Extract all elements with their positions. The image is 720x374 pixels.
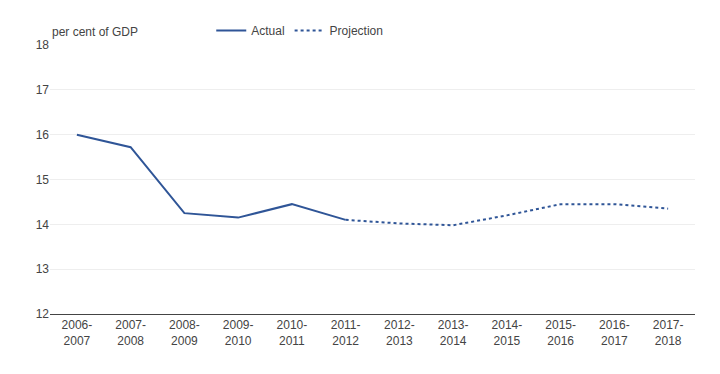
svg-text:2015-2016: 2015-2016: [545, 318, 576, 348]
svg-text:2016-2017: 2016-2017: [599, 318, 630, 348]
svg-text:2012-2013: 2012-2013: [384, 318, 415, 348]
svg-text:2010-2011: 2010-2011: [277, 318, 308, 348]
svg-text:per cent of GDP: per cent of GDP: [52, 25, 138, 39]
svg-text:12: 12: [36, 307, 50, 321]
svg-text:Projection: Projection: [330, 24, 383, 38]
svg-text:15: 15: [36, 173, 50, 187]
svg-text:14: 14: [36, 218, 50, 232]
svg-text:17: 17: [36, 83, 50, 97]
svg-text:2006-2007: 2006-2007: [62, 318, 93, 348]
svg-text:Actual: Actual: [251, 24, 284, 38]
svg-text:2011-2012: 2011-2012: [331, 318, 361, 348]
svg-text:2017-2018: 2017-2018: [653, 318, 684, 348]
svg-text:2007-2008: 2007-2008: [115, 318, 146, 348]
svg-text:16: 16: [36, 128, 50, 142]
svg-text:2014-2015: 2014-2015: [492, 318, 523, 348]
svg-text:13: 13: [36, 262, 50, 276]
svg-text:2008-2009: 2008-2009: [169, 318, 200, 348]
svg-text:2013-2014: 2013-2014: [438, 318, 469, 348]
svg-text:18: 18: [36, 38, 50, 52]
svg-text:2009-2010: 2009-2010: [223, 318, 254, 348]
